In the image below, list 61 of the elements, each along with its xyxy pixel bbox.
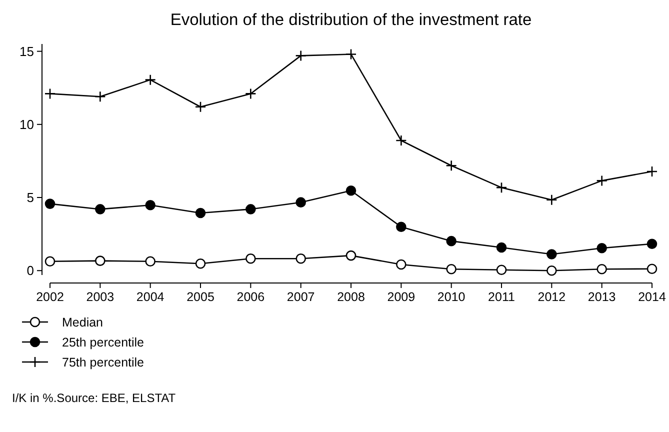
- x-tick-label: 2008: [337, 290, 365, 304]
- point: [396, 259, 406, 270]
- x-tick-label: 2009: [387, 290, 416, 304]
- point: [94, 90, 106, 102]
- point: [646, 264, 658, 274]
- point: [44, 88, 56, 100]
- point: [246, 253, 256, 264]
- legend-label: 75th percentile: [62, 355, 144, 370]
- x-tick-label: 2006: [236, 290, 265, 304]
- point: [496, 264, 507, 276]
- point: [596, 175, 608, 186]
- point: [396, 222, 406, 232]
- point: [396, 134, 407, 146]
- x-tick-label: 2014: [638, 290, 666, 304]
- y-tick-label: 10: [20, 116, 34, 132]
- point: [346, 250, 356, 261]
- point: [195, 258, 206, 269]
- point: [546, 194, 558, 206]
- point: [44, 256, 56, 267]
- x-tick-label: 2004: [136, 290, 164, 304]
- point: [144, 74, 156, 86]
- y-tick-label: 0: [26, 263, 34, 278]
- point: [245, 88, 256, 100]
- legend-label: 25th percentile: [62, 335, 144, 350]
- point: [95, 204, 106, 214]
- x-tick-label: 2002: [36, 290, 64, 304]
- x-tick-label: 2012: [538, 290, 566, 304]
- point: [194, 101, 206, 113]
- point: [596, 242, 607, 254]
- y-tick-label: 5: [26, 190, 34, 206]
- point: [296, 197, 306, 208]
- x-tick-label: 2007: [286, 290, 315, 304]
- point: [145, 200, 156, 210]
- y-tick-label: 15: [20, 44, 34, 59]
- point: [346, 185, 356, 196]
- point: [296, 253, 306, 264]
- point: [295, 50, 306, 62]
- x-tick-label: 2010: [437, 290, 466, 304]
- point: [95, 256, 106, 266]
- point: [646, 166, 658, 178]
- point: [546, 249, 557, 260]
- x-tick-label: 2011: [488, 290, 515, 304]
- point: [446, 264, 456, 274]
- x-tick-label: 2013: [588, 290, 616, 304]
- x-tick-label: 2005: [186, 290, 214, 304]
- point: [345, 48, 357, 60]
- point: [596, 264, 607, 274]
- point: [446, 236, 456, 246]
- point: [446, 160, 457, 172]
- point: [246, 204, 256, 214]
- point: [646, 238, 658, 250]
- text: I/K in %.Source: EBE, ELSTAT: [12, 391, 176, 405]
- legend-label: Median: [62, 315, 104, 330]
- point: [496, 182, 508, 194]
- x-tick-label: 2003: [86, 290, 114, 304]
- point: [195, 208, 206, 218]
- point: [496, 242, 507, 253]
- point: [145, 256, 156, 267]
- chart-title: Evolution of the distribution of the investment rate: [170, 11, 532, 29]
- point: [44, 198, 56, 209]
- point: [546, 265, 557, 276]
